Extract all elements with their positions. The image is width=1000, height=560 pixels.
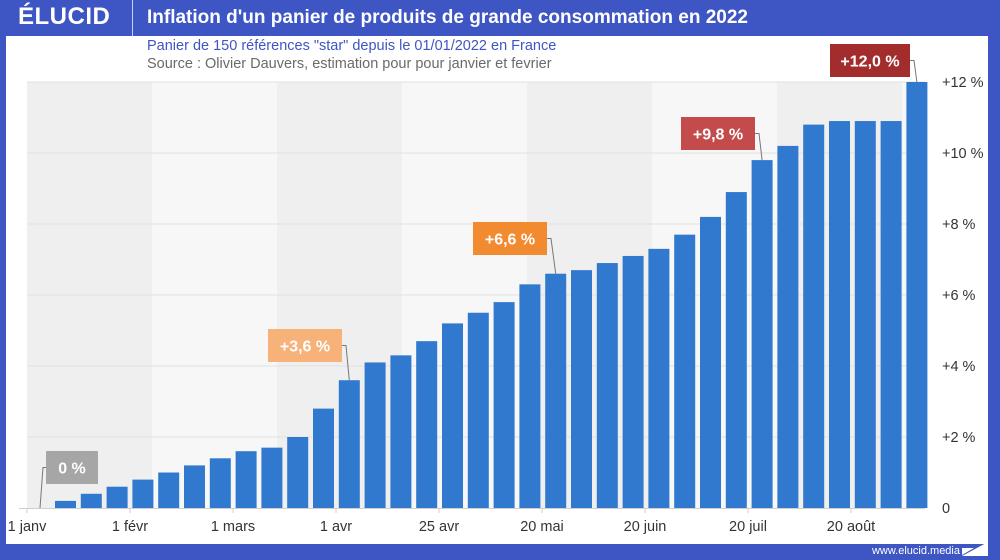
bar <box>880 121 902 509</box>
bar <box>158 472 180 508</box>
bar <box>596 263 618 508</box>
bar <box>829 121 850 509</box>
bar <box>442 323 463 508</box>
chart-source: Source : Olivier Dauvers, estimation pou… <box>147 56 552 72</box>
elucid-logo: ÉLUCID <box>18 3 111 30</box>
bar <box>751 160 773 508</box>
bar <box>209 458 231 508</box>
annotation-box <box>268 329 342 362</box>
bar <box>622 255 644 508</box>
x-tick-label: 1 mars <box>211 519 255 535</box>
bar <box>725 192 747 509</box>
y-tick-label: 0 <box>942 501 950 517</box>
bar <box>338 380 360 508</box>
y-tick-label: +6 % <box>942 288 976 304</box>
annotation-label: +6,6 % <box>485 232 535 249</box>
bar <box>467 312 489 508</box>
annotation-leader <box>39 467 46 509</box>
bar <box>364 362 386 508</box>
bar <box>571 270 592 508</box>
bar <box>313 408 334 508</box>
annotation-leader <box>755 133 763 161</box>
annotation-leader <box>910 60 918 83</box>
annotation-label: +9,8 % <box>693 127 743 144</box>
bar <box>803 124 825 508</box>
x-tick-label: 1 févr <box>112 519 148 535</box>
bar <box>390 355 412 508</box>
bar <box>700 216 721 508</box>
x-tick-label: 20 juin <box>624 519 667 535</box>
bar <box>261 447 283 508</box>
bar <box>416 341 438 508</box>
bar <box>287 437 309 508</box>
annotation-box <box>46 451 98 484</box>
y-tick-label: +2 % <box>942 430 976 446</box>
x-tick-label: 1 janv <box>8 519 47 535</box>
annotation-label: +3,6 % <box>280 339 330 356</box>
chart-subtitle: Panier de 150 références "star" depuis l… <box>147 38 557 54</box>
y-tick-label: +10 % <box>942 146 984 162</box>
bar <box>80 493 102 508</box>
annotation-box <box>473 222 547 255</box>
x-tick-label: 20 juil <box>729 519 767 535</box>
elucid-mark-icon <box>962 542 988 556</box>
bar <box>545 273 567 508</box>
annotation-label: 0 % <box>58 461 86 478</box>
y-tick-label: +8 % <box>942 217 976 233</box>
bar <box>235 451 257 508</box>
bar <box>648 248 670 508</box>
x-tick-label: 25 avr <box>419 519 459 535</box>
bar <box>906 82 928 508</box>
annotation-box <box>830 44 910 77</box>
x-tick-label: 1 avr <box>320 519 352 535</box>
bar <box>777 145 799 508</box>
y-tick-label: +4 % <box>942 359 976 375</box>
bar <box>519 284 541 508</box>
annotation-leader <box>342 345 350 381</box>
header-divider <box>132 0 133 36</box>
bar <box>184 465 205 508</box>
annotation-leader <box>547 238 557 274</box>
x-tick-label: 20 août <box>827 519 875 535</box>
bar <box>854 121 876 509</box>
bar <box>132 479 154 508</box>
bar <box>106 486 128 508</box>
annotation-box <box>681 117 755 150</box>
bar <box>674 234 696 508</box>
annotation-label: +12,0 % <box>840 54 899 71</box>
bar <box>493 302 515 508</box>
header-bar: ÉLUCID Inflation d'un panier de produits… <box>0 0 1000 36</box>
chart-title: Inflation d'un panier de produits de gra… <box>147 7 748 28</box>
bar <box>55 500 76 508</box>
footer-url[interactable]: www.elucid.media <box>871 545 960 557</box>
y-tick-label: +12 % <box>942 75 984 91</box>
x-tick-label: 20 mai <box>520 519 564 535</box>
